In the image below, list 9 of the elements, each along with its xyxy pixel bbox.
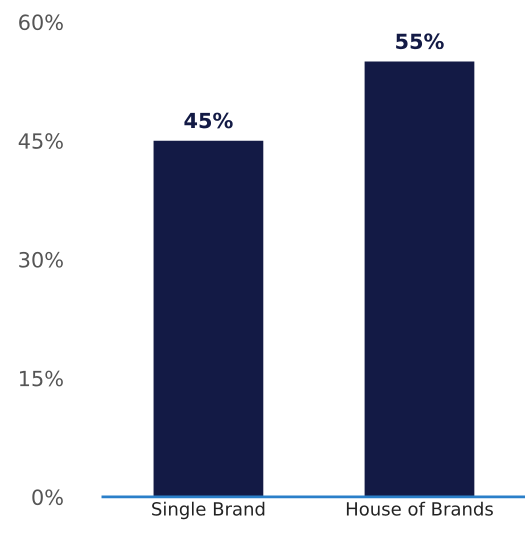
y-tick-label: 45% — [18, 133, 63, 149]
x-tick-label: Single Brand — [152, 502, 264, 520]
y-tick-label: 0% — [32, 489, 63, 506]
y-tick-label: 15% — [20, 370, 63, 386]
x-tick-label: House of Brands — [346, 502, 493, 516]
data-label: 55% — [396, 33, 444, 50]
y-tick-label: 60% — [19, 14, 63, 30]
y-tick-label: 30% — [19, 252, 63, 268]
data-label: 45% — [184, 112, 233, 128]
